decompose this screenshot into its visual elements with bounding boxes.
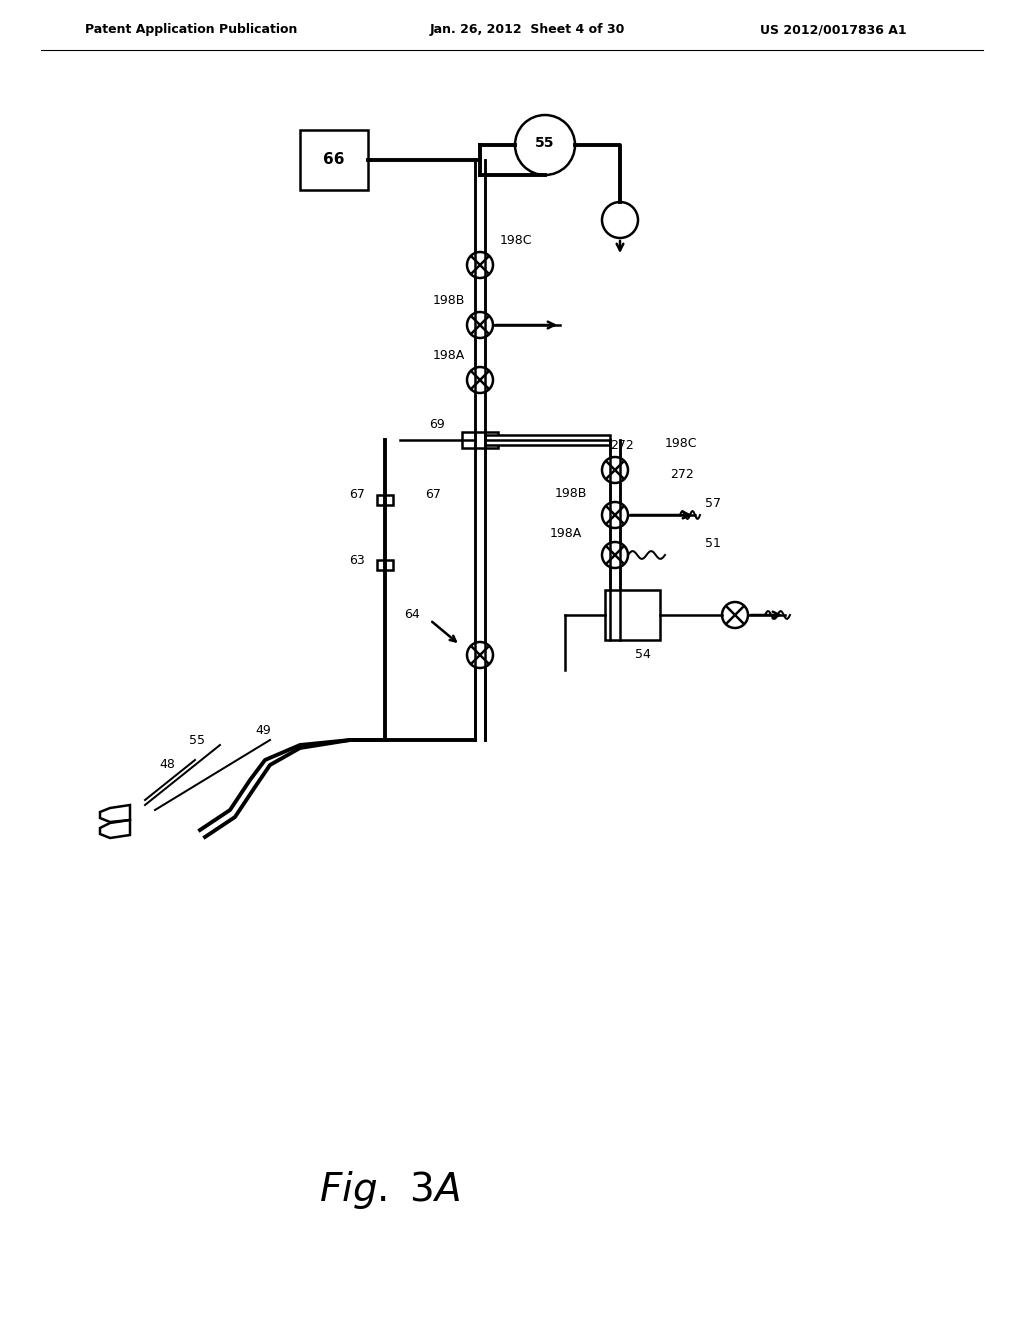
Bar <box>377 495 393 506</box>
Text: 272: 272 <box>670 469 693 482</box>
Bar <box>300 129 368 190</box>
Text: 198C: 198C <box>500 234 532 247</box>
Text: US 2012/0017836 A1: US 2012/0017836 A1 <box>760 24 906 37</box>
Text: 272: 272 <box>610 440 634 451</box>
Text: 55: 55 <box>536 136 555 150</box>
Bar <box>462 432 498 447</box>
Text: 64: 64 <box>404 609 420 622</box>
Bar <box>485 436 610 445</box>
Text: Patent Application Publication: Patent Application Publication <box>85 24 297 37</box>
Text: 57: 57 <box>705 498 721 510</box>
Text: 198A: 198A <box>433 348 465 362</box>
Text: 67: 67 <box>425 488 441 502</box>
Text: 198A: 198A <box>550 527 583 540</box>
Text: 198B: 198B <box>432 294 465 308</box>
Text: 69: 69 <box>429 418 445 432</box>
Text: 51: 51 <box>705 537 721 550</box>
Text: 49: 49 <box>255 723 270 737</box>
Text: 48: 48 <box>159 759 175 771</box>
Text: 55: 55 <box>189 734 205 747</box>
Text: 66: 66 <box>324 153 345 168</box>
Bar <box>377 560 393 570</box>
Text: 67: 67 <box>349 488 365 502</box>
Text: 63: 63 <box>349 553 365 566</box>
Text: $\it{Fig.\ 3A}$: $\it{Fig.\ 3A}$ <box>319 1170 461 1210</box>
Text: 54: 54 <box>635 648 650 661</box>
Text: Jan. 26, 2012  Sheet 4 of 30: Jan. 26, 2012 Sheet 4 of 30 <box>430 24 626 37</box>
Text: 198C: 198C <box>665 437 697 450</box>
Bar <box>605 590 660 640</box>
Text: 198B: 198B <box>555 487 588 500</box>
